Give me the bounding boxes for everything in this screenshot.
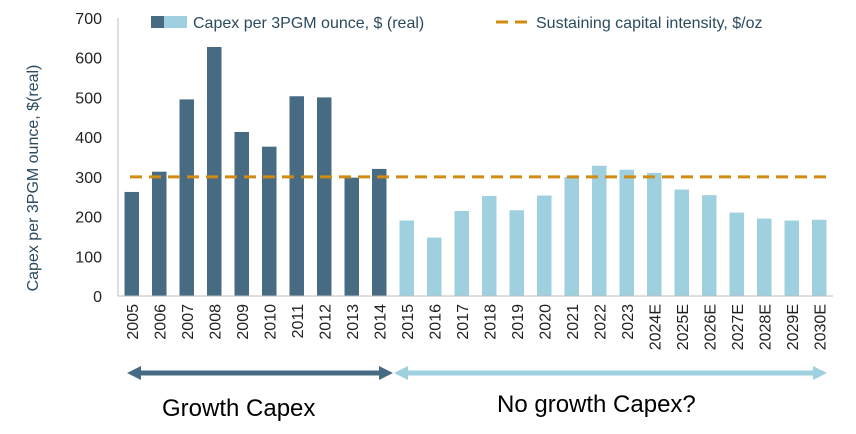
bar-2006: [152, 171, 167, 296]
x-tick-label: 2016: [427, 304, 444, 340]
x-tick-label: 2030E: [812, 304, 829, 350]
x-tick-label: 2007: [180, 304, 197, 340]
bar-2024E: [647, 172, 662, 296]
bar-2011: [289, 96, 304, 296]
x-tick-label: 2022: [592, 304, 609, 340]
bar-2014: [372, 168, 387, 296]
bar-2012: [317, 97, 332, 296]
x-tick-label: 2025E: [675, 304, 692, 350]
x-tick-label: 2006: [152, 304, 169, 340]
x-tick-label: 2027E: [730, 304, 747, 350]
bar-2019: [509, 210, 524, 296]
x-tick-label: 2024E: [647, 304, 664, 350]
legend-bar-label: Capex per 3PGM ounce, $ (real): [193, 15, 424, 32]
bar-series: [124, 46, 827, 297]
bar-2030E: [812, 219, 827, 296]
no-growth-capex-label: No growth Capex?: [497, 391, 696, 418]
y-axis-label: Capex per 3PGM ounce, $(real): [25, 65, 42, 292]
y-tick-label: 100: [75, 249, 102, 266]
bar-2021: [564, 176, 579, 296]
y-tick-label: 600: [75, 51, 102, 68]
x-tick-label: 2026E: [702, 304, 719, 350]
x-tick-label: 2029E: [785, 304, 802, 350]
x-tick-label: 2012: [317, 304, 334, 340]
bar-2017: [454, 211, 469, 296]
bar-2008: [207, 46, 222, 297]
bar-2009: [234, 131, 249, 296]
x-tick-label: 2021: [565, 304, 582, 340]
growth-capex-label: Growth Capex: [162, 395, 316, 422]
x-tick-label: 2005: [125, 304, 142, 340]
legend-line-label: Sustaining capital intensity, $/oz: [536, 15, 763, 32]
legend-swatch-light: [164, 16, 187, 28]
y-tick-label: 400: [75, 130, 102, 147]
x-tick-label: 2010: [262, 304, 279, 340]
x-axis-ticks: 2005 2006 2007 2008 2009 2010 2011 2012 2013 2014…: [125, 304, 830, 350]
x-tick-label: 2013: [345, 304, 362, 340]
bar-2020: [537, 195, 552, 296]
bar-2010: [262, 146, 277, 296]
legend-swatch-dark: [151, 16, 164, 28]
x-tick-label: 2011: [290, 304, 307, 339]
x-tick-label: 2017: [455, 304, 472, 340]
y-tick-label: 500: [75, 90, 102, 107]
x-tick-label: 2009: [235, 304, 252, 340]
bar-2027E: [729, 212, 744, 296]
x-tick-label: 2020: [537, 304, 554, 340]
bar-2023: [619, 169, 634, 296]
x-tick-label: 2028E: [757, 304, 774, 350]
x-tick-label: 2023: [620, 304, 637, 340]
legend: Capex per 3PGM ounce, $ (real) Sustainin…: [151, 15, 763, 32]
y-tick-label: 700: [75, 11, 102, 28]
bar-2028E: [757, 218, 772, 296]
growth-arrow: [127, 366, 393, 380]
y-tick-label: 200: [75, 210, 102, 227]
bar-2013: [344, 177, 359, 296]
bar-2022: [592, 165, 607, 296]
x-tick-label: 2008: [207, 304, 224, 340]
bar-2025E: [674, 189, 689, 296]
y-tick-label: 0: [93, 289, 102, 306]
bar-2026E: [702, 195, 717, 296]
bar-2029E: [784, 220, 799, 296]
y-tick-label: 300: [75, 170, 102, 187]
x-tick-label: 2019: [510, 304, 527, 340]
bar-2016: [427, 237, 442, 296]
no-growth-arrow: [394, 366, 827, 380]
bar-2018: [482, 195, 497, 296]
x-tick-label: 2018: [482, 304, 499, 340]
bar-2007: [179, 99, 194, 297]
y-axis-ticks: 0 100 200 300 400 500 600 700: [75, 11, 102, 306]
x-tick-label: 2014: [372, 304, 389, 340]
bar-2005: [124, 191, 139, 296]
bar-2015: [399, 220, 414, 296]
x-tick-label: 2015: [400, 304, 417, 340]
